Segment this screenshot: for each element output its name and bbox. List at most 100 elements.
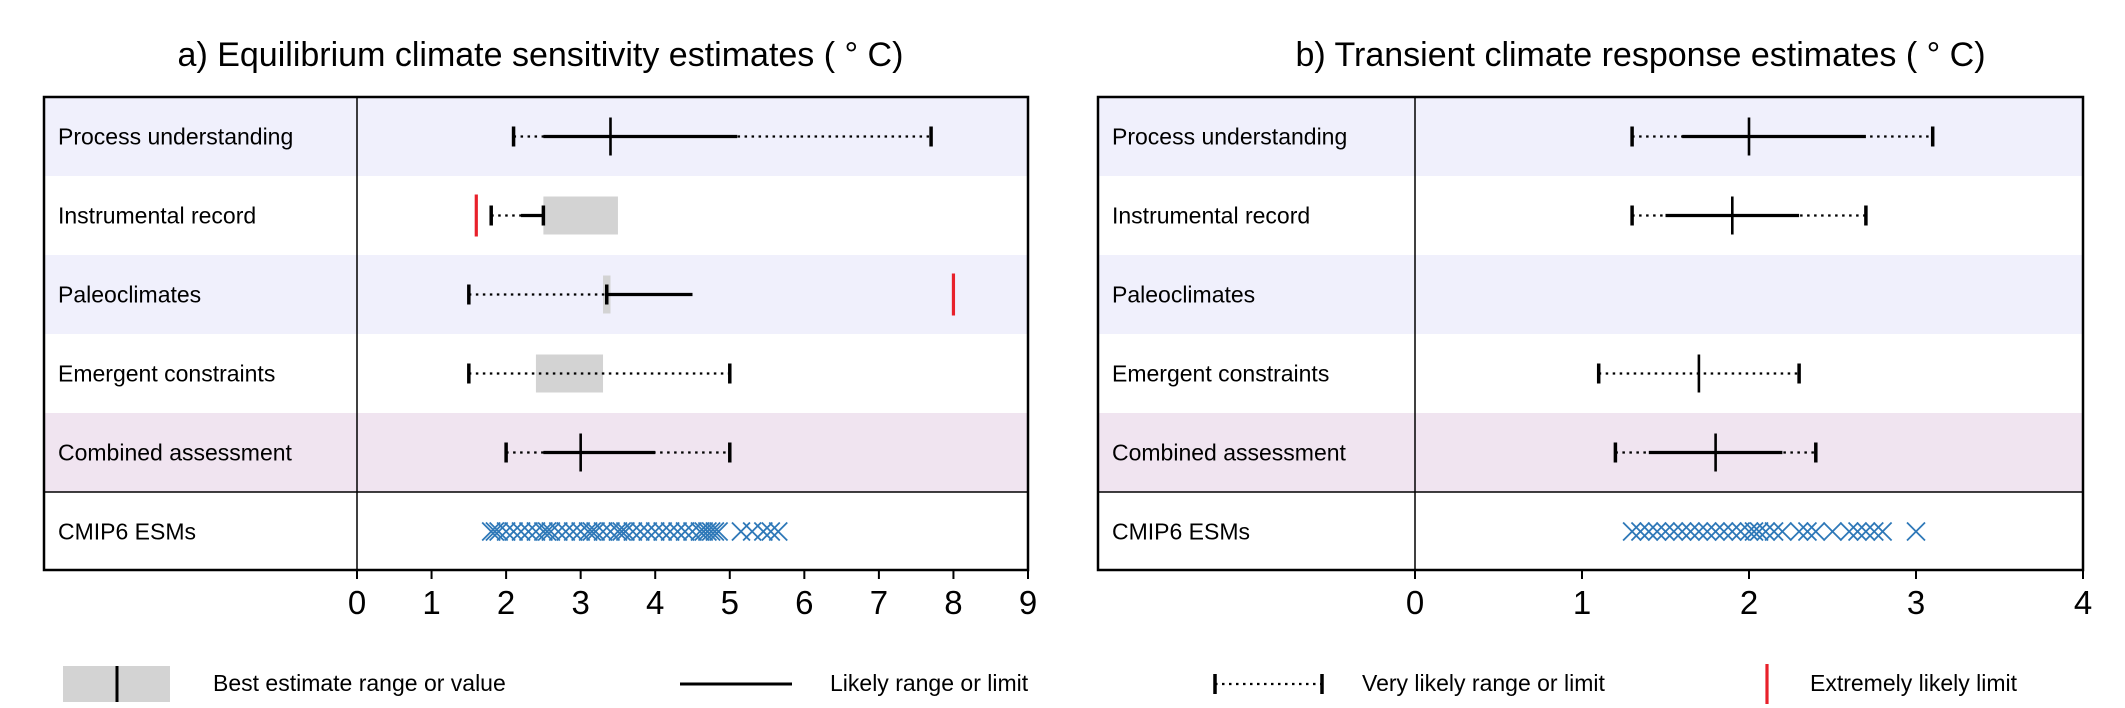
marker-stroke <box>1806 521 1826 542</box>
marker-stroke <box>1864 521 1884 542</box>
marker-stroke <box>705 521 725 542</box>
cmip6-model-marker <box>1739 521 1759 542</box>
marker-stroke <box>548 521 568 542</box>
x-tick-label: 3 <box>571 584 589 621</box>
cmip6-model-marker <box>1764 521 1784 542</box>
marker-stroke <box>1906 521 1926 542</box>
marker-stroke <box>615 521 636 542</box>
cmip6-model-marker <box>489 521 509 542</box>
x-tick-label: 4 <box>646 584 664 621</box>
cmip6-model-marker <box>1639 521 1659 542</box>
cmip6-model-marker <box>608 521 628 542</box>
row-label: Combined assessment <box>1112 440 1347 466</box>
cmip6-model-marker <box>1672 521 1692 542</box>
cmip6-model-marker <box>1749 521 1769 542</box>
row-label: Paleoclimates <box>58 282 201 308</box>
marker-stroke <box>1697 521 1717 542</box>
marker-stroke <box>1639 521 1659 542</box>
cmip6-model-marker <box>1647 521 1667 542</box>
cmip6-model-marker <box>1731 521 1751 542</box>
best-estimate-range <box>543 196 618 235</box>
cmip6-model-marker <box>541 521 561 542</box>
x-tick-label: 0 <box>348 584 366 621</box>
marker-stroke <box>623 521 643 542</box>
cmip6-model-marker <box>768 521 788 542</box>
x-tick-label: 9 <box>1019 584 1037 621</box>
marker-stroke <box>653 521 673 542</box>
x-tick-label: 7 <box>870 584 888 621</box>
chart-b: Process understanding Instrumental record… <box>1096 95 2092 621</box>
x-tick-label: 2 <box>497 584 515 621</box>
cmip6-model-marker <box>667 521 688 542</box>
cmip6-model-marker <box>1839 521 1859 542</box>
row-band-5 <box>1098 492 2083 571</box>
cmip6-model-marker <box>585 521 606 542</box>
marker-stroke <box>1664 521 1684 542</box>
cmip6-model-marker <box>675 521 695 542</box>
cmip6-model-marker <box>548 521 568 542</box>
marker-stroke <box>708 521 729 542</box>
marker-stroke <box>1630 521 1651 542</box>
marker-stroke <box>533 521 554 542</box>
row-label: Instrumental record <box>58 203 256 229</box>
row-band-3 <box>1098 334 2083 413</box>
cmip6-model-marker <box>753 521 773 542</box>
marker-stroke <box>496 521 516 542</box>
cmip6-model-marker <box>645 521 665 542</box>
marker-stroke <box>1789 521 1809 542</box>
cmip6-model-marker <box>1847 521 1868 542</box>
cmip6-model-marker <box>1906 521 1926 542</box>
marker-stroke <box>1872 521 1893 542</box>
cmip6-model-marker <box>1864 521 1884 542</box>
marker-stroke <box>1622 521 1642 542</box>
marker-stroke <box>1689 521 1709 542</box>
cmip6-model-marker <box>708 521 729 542</box>
cmip6-model-marker <box>1697 521 1717 542</box>
marker-stroke <box>563 521 583 542</box>
row-label: Emergent constraints <box>1112 361 1329 387</box>
marker-stroke <box>1655 521 1676 542</box>
marker-stroke <box>1847 521 1868 542</box>
x-tick-label: 3 <box>1907 584 1925 621</box>
marker-stroke <box>489 521 509 542</box>
cmip6-model-marker <box>761 521 781 542</box>
marker-stroke <box>1856 521 1876 542</box>
panel-frame <box>1096 95 2085 572</box>
cmip6-model-marker <box>638 521 658 542</box>
marker-stroke <box>761 521 781 542</box>
marker-stroke <box>1705 521 1726 542</box>
row-label: Instrumental record <box>1112 203 1310 229</box>
cmip6-model-marker <box>496 521 516 542</box>
marker-stroke <box>1722 521 1742 542</box>
cmip6-model-marker <box>653 521 673 542</box>
cmip6-model-marker <box>1722 521 1742 542</box>
cmip6-model-marker <box>660 521 680 542</box>
cmip6-model-marker <box>1822 521 1843 542</box>
marker-stroke <box>1749 521 1769 542</box>
marker-stroke <box>667 521 688 542</box>
legend-likely-label: Likely range or limit <box>830 670 1029 696</box>
cmip6-model-marker <box>705 521 725 542</box>
marker-stroke <box>556 521 576 542</box>
cmip6-model-marker <box>1714 521 1734 542</box>
marker-stroke <box>1822 521 1843 542</box>
marker-stroke <box>701 521 721 542</box>
row-label: Emergent constraints <box>58 361 275 387</box>
marker-stroke <box>503 521 524 542</box>
x-tick-label: 5 <box>721 584 739 621</box>
cmip6-model-marker <box>1756 521 1776 542</box>
marker-stroke <box>1739 521 1759 542</box>
legend <box>63 664 1769 704</box>
cmip6-model-marker <box>1680 521 1701 542</box>
row-band-2 <box>44 255 1028 334</box>
cmip6-model-marker <box>533 521 554 542</box>
marker-stroke <box>578 521 598 542</box>
row-label: Combined assessment <box>58 440 293 466</box>
marker-stroke <box>1797 521 1818 542</box>
marker-stroke <box>1672 521 1692 542</box>
cmip6-model-marker <box>1856 521 1876 542</box>
cmip6-model-marker <box>701 521 721 542</box>
row-band-0 <box>1098 97 2083 176</box>
cmip6-model-marker <box>1689 521 1709 542</box>
